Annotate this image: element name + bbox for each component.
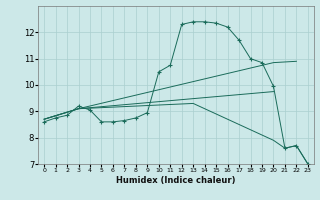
X-axis label: Humidex (Indice chaleur): Humidex (Indice chaleur)	[116, 176, 236, 185]
